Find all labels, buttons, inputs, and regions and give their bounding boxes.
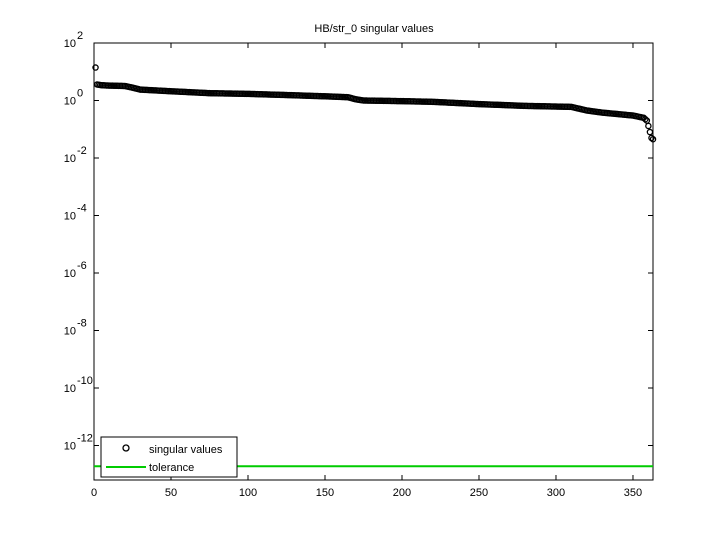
axis-ticks: 0 50 100 150 200 250 300 35010210010-210-410-61…	[64, 30, 653, 499]
x-tick-label: 300	[547, 487, 565, 499]
y-tick-label-base: 10	[64, 268, 76, 280]
y-tick-label-base: 10	[64, 96, 76, 108]
x-tick-label: 250	[470, 487, 488, 499]
y-tick-label-exponent: -6	[77, 260, 87, 272]
y-tick-label-exponent: -10	[77, 375, 93, 387]
chart-title: HB/str_0 singular values	[314, 23, 434, 35]
y-tick-label-exponent: -12	[77, 433, 93, 445]
x-tick-label: 0	[91, 487, 97, 499]
singular-value-point	[648, 134, 655, 142]
y-tick-label-exponent: 2	[77, 30, 83, 42]
legend-label-tolerance: tolerance	[149, 462, 194, 474]
singular-value-point	[645, 122, 652, 130]
legend-marker-singular-values	[122, 444, 130, 452]
y-tick-label-exponent: -4	[77, 203, 87, 215]
x-tick-label: 200	[393, 487, 411, 499]
x-tick-label: 100	[239, 487, 257, 499]
singular-value-point	[646, 128, 654, 136]
legend-box	[100, 436, 238, 478]
y-tick-label-exponent: 0	[77, 88, 83, 100]
legend-label-singular-values: singular values	[149, 444, 223, 456]
y-tick-label-base: 10	[64, 211, 76, 223]
singular-value-point	[642, 115, 649, 123]
singular-value-point	[649, 135, 657, 143]
singular-values-series	[92, 64, 657, 143]
x-tick-label: 150	[316, 487, 334, 499]
x-tick-label: 50	[165, 487, 177, 499]
legend: singular values tolerance	[100, 436, 238, 478]
y-tick-label-base: 10	[64, 441, 76, 453]
y-tick-label-base: 10	[64, 383, 76, 395]
x-tick-label: 350	[624, 487, 642, 499]
plot-area-frame	[93, 42, 654, 481]
y-tick-label-base: 10	[64, 38, 76, 50]
singular-value-point	[92, 64, 99, 71]
y-tick-label-exponent: -2	[77, 145, 87, 157]
y-tick-label-base: 10	[64, 153, 76, 165]
y-tick-label-base: 10	[64, 326, 76, 338]
y-tick-label-exponent: -8	[77, 318, 87, 330]
